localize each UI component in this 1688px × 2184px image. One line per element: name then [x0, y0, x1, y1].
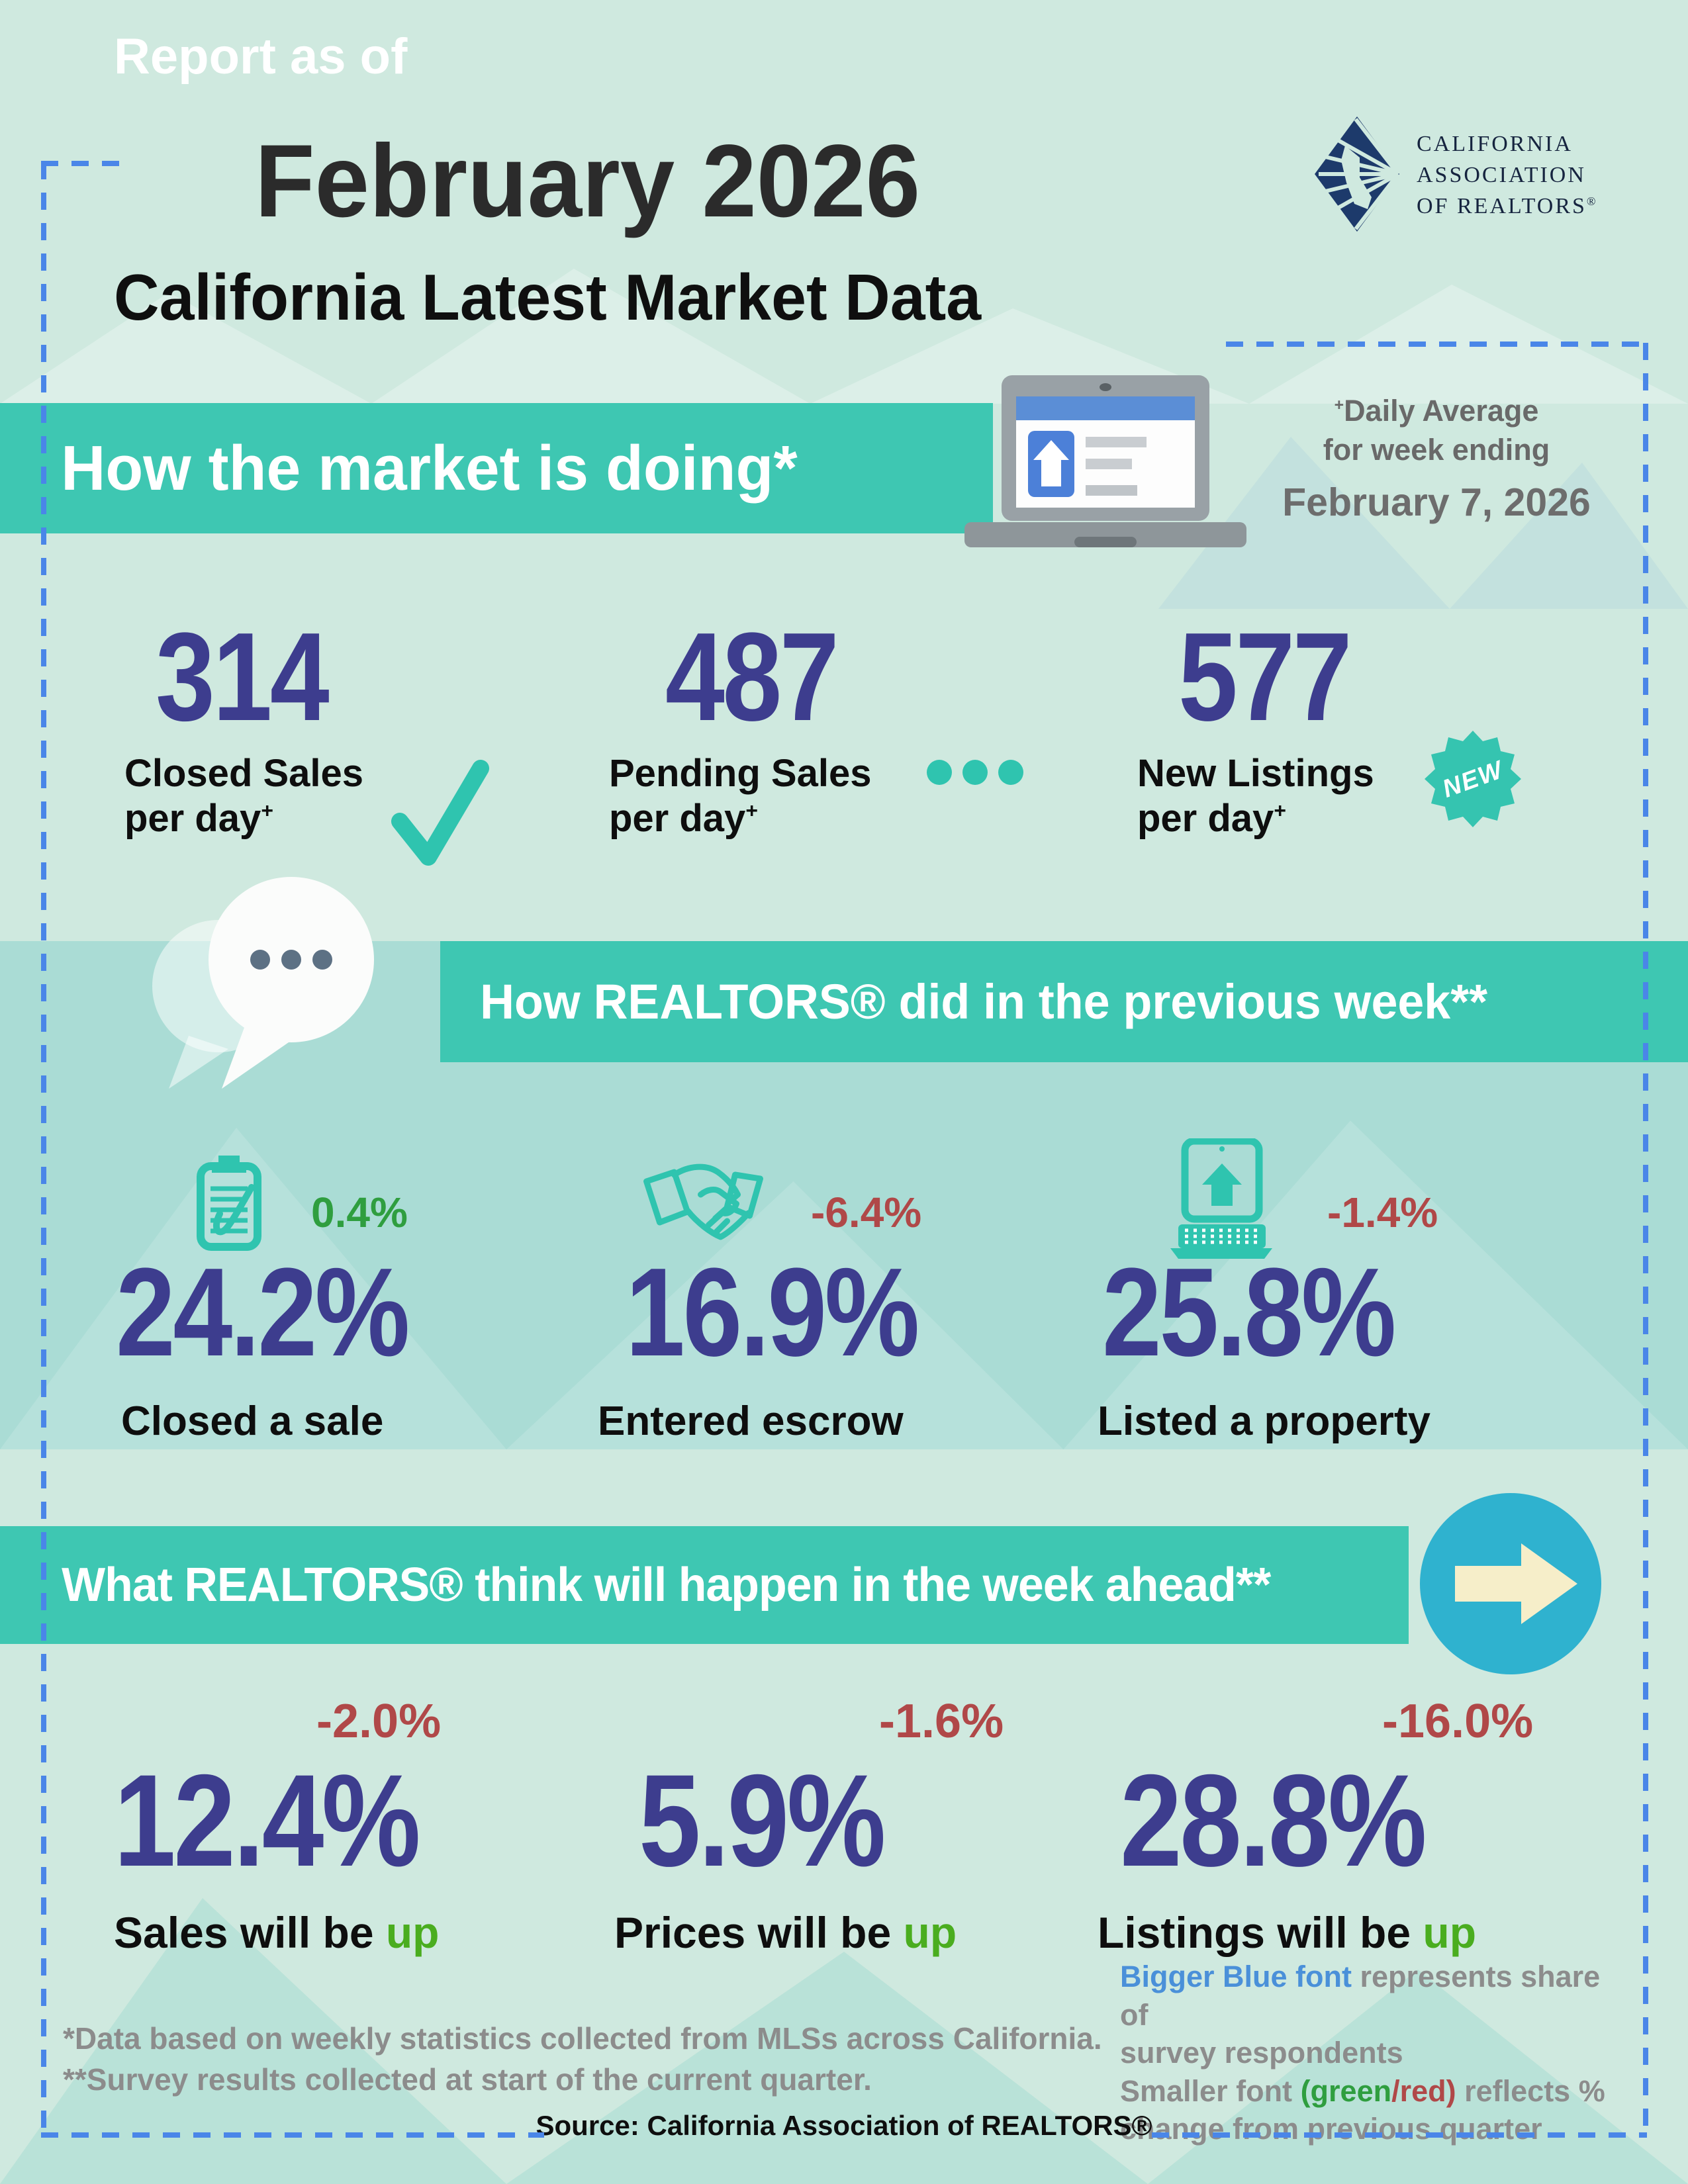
laptop-hero-icon — [963, 374, 1248, 549]
sales-up-label: Sales will be up — [114, 1908, 440, 1957]
legend: Bigger Blue font represents share of sur… — [1120, 1960, 1605, 2146]
closed-sales-label: Closed Sales per day+ — [124, 752, 364, 841]
realtors-band: How REALTORS® did in the previous week** — [440, 941, 1688, 1062]
arrow-circle-icon — [1419, 1492, 1603, 1676]
laptop-house-icon — [1165, 1138, 1278, 1261]
dashed-border-bottom-right — [1152, 2132, 1647, 2138]
realtors-band-title: How REALTORS® did in the previous week** — [480, 974, 1488, 1029]
dashed-border-top-right — [1226, 341, 1643, 347]
new-badge-icon: NEW — [1423, 729, 1523, 829]
dashed-border-left — [41, 162, 46, 2138]
pending-sales-label: Pending Sales per day+ — [609, 752, 872, 841]
week-ending-date: February 7, 2026 — [1282, 480, 1591, 524]
new-listings-value: 577 — [1178, 607, 1352, 747]
svg-text:ASSOCIATION: ASSOCIATION — [1417, 163, 1586, 187]
svg-text:CALIFORNIA: CALIFORNIA — [1417, 132, 1573, 156]
listings-up-label: Listings will be up — [1098, 1908, 1477, 1957]
dashed-border-bottom-left — [41, 2132, 544, 2138]
ellipsis-dots-icon — [927, 760, 1023, 785]
svg-text:OF REALTORS®: OF REALTORS® — [1417, 194, 1597, 218]
listings-up-delta: -16.0% — [1382, 1695, 1534, 1748]
listed-property-label: Listed a property — [1098, 1398, 1430, 1444]
sales-up-value: 12.4% — [114, 1747, 421, 1893]
page-title: February 2026 — [255, 124, 921, 239]
closed-sale-label: Closed a sale — [121, 1398, 384, 1444]
entered-escrow-label: Entered escrow — [598, 1398, 904, 1444]
footnotes: *Data based on weekly statistics collect… — [63, 2021, 1102, 2097]
speech-bubbles-icon — [149, 850, 394, 1095]
daily-average-note: +Daily Average for week ending February 7… — [1274, 392, 1599, 525]
car-logo: CALIFORNIA ASSOCIATION OF REALTORS® — [1312, 111, 1597, 244]
closed-sale-value: 24.2% — [116, 1242, 410, 1383]
listings-up-value: 28.8% — [1120, 1747, 1427, 1893]
page-subtitle: California Latest Market Data — [114, 261, 982, 334]
market-band: How the market is doing* — [0, 403, 993, 533]
prices-up-label: Prices will be up — [614, 1908, 957, 1957]
entered-escrow-value: 16.9% — [626, 1242, 919, 1383]
car-logo-diamond-icon: CALIFORNIA ASSOCIATION OF REALTORS® — [1315, 116, 1597, 232]
listed-property-value: 25.8% — [1102, 1242, 1396, 1383]
daily-average-line1: +Daily Average for week ending — [1323, 394, 1550, 467]
closed-sale-delta: 0.4% — [311, 1189, 408, 1236]
dashed-border-top-left — [41, 161, 119, 166]
handshake-icon — [635, 1155, 771, 1254]
report-as-of-label: Report as of — [114, 28, 408, 85]
source-label: Source: California Association of REALTO… — [536, 2110, 1152, 2141]
sales-up-delta: -2.0% — [316, 1695, 442, 1748]
forecast-band: What REALTORS® think will happen in the … — [0, 1526, 1409, 1644]
prices-up-delta: -1.6% — [879, 1695, 1004, 1748]
new-listings-label: New Listings per day+ — [1137, 752, 1374, 841]
check-icon — [391, 758, 490, 874]
clipboard-icon — [196, 1156, 262, 1251]
market-band-title: How the market is doing* — [61, 433, 798, 504]
dashed-border-right — [1643, 343, 1648, 2138]
listed-property-delta: -1.4% — [1327, 1189, 1438, 1236]
forecast-band-title: What REALTORS® think will happen in the … — [62, 1559, 1271, 1612]
prices-up-value: 5.9% — [639, 1747, 886, 1893]
pending-sales-value: 487 — [665, 607, 839, 747]
entered-escrow-delta: -6.4% — [811, 1189, 922, 1236]
closed-sales-value: 314 — [156, 607, 330, 747]
